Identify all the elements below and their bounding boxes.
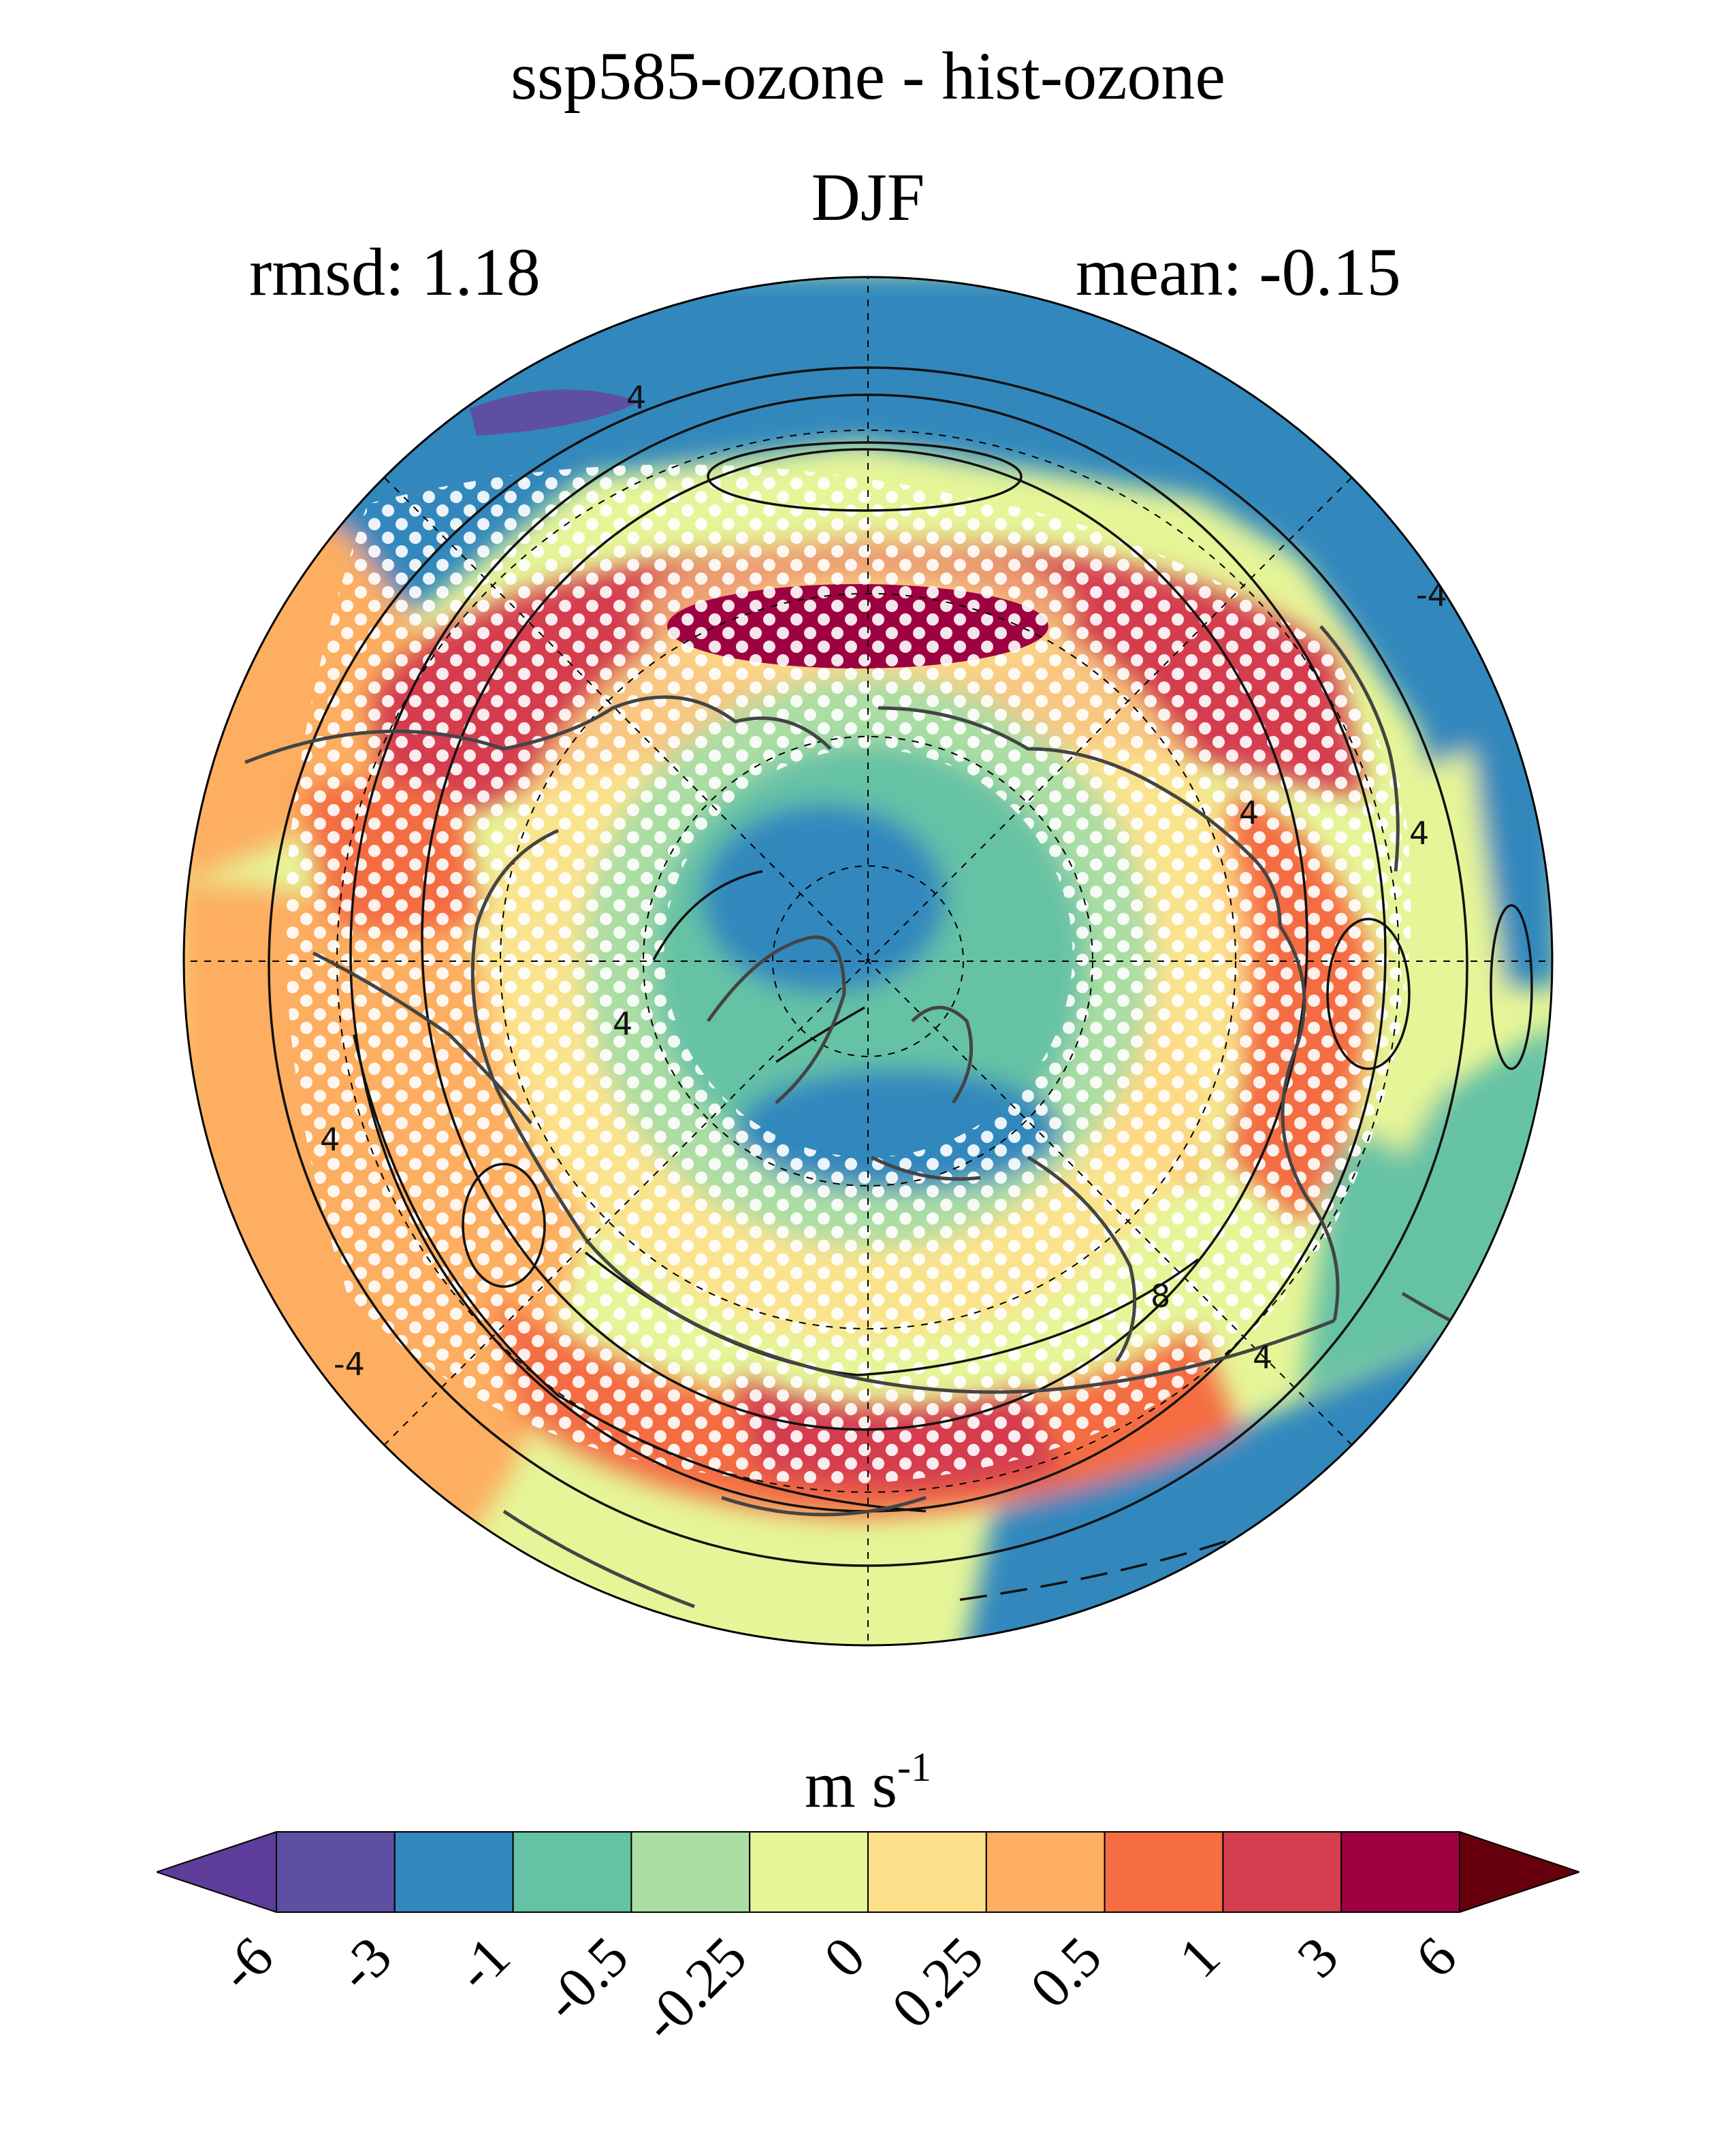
colorbar-segment xyxy=(985,1831,1106,1913)
colorbar-tick-label: 6 xyxy=(1404,1925,1468,1990)
contour-label: -4 xyxy=(1416,577,1447,613)
season-label: DJF xyxy=(811,159,925,235)
colorbar-tick-label: 3 xyxy=(1285,1925,1350,1990)
mean-stat: mean: -0.15 xyxy=(1076,234,1401,310)
colorbar-unit: m s-1 xyxy=(0,1747,1736,1818)
map-title: ssp585-ozone - hist-ozone xyxy=(511,38,1225,114)
contour-label: -4 xyxy=(334,1346,365,1383)
colorbar-segment xyxy=(1340,1831,1460,1913)
unit-base: m s xyxy=(804,1748,898,1821)
filled-wind-anomaly: 4 4 4 4 4 -4 8 4 -4 xyxy=(184,277,1552,1645)
colorbar-segment xyxy=(630,1831,751,1913)
colorbar-extend-low xyxy=(157,1831,277,1913)
contour-label: 4 xyxy=(320,1121,340,1158)
colorbar-tick-label: -0.5 xyxy=(532,1925,641,2034)
colorbar-segment xyxy=(512,1831,632,1913)
colorbar-tick-label: -3 xyxy=(325,1925,404,2003)
graticule xyxy=(184,277,1552,1645)
colorbar-tick-label: -1 xyxy=(444,1925,522,2003)
colorbar-tick-label: 0.5 xyxy=(1018,1925,1114,2020)
colorbar-tick-label: -6 xyxy=(207,1925,285,2003)
contour-label: 4 xyxy=(1239,794,1259,831)
rmsd-stat: rmsd: 1.18 xyxy=(249,234,541,310)
colorbar-extend-high xyxy=(1459,1831,1579,1913)
colorbar-tick-label: -0.25 xyxy=(630,1925,758,2054)
colorbar-tick-label: 0 xyxy=(812,1925,877,1990)
contour-label: 8 xyxy=(1151,1278,1170,1314)
colorbar-segment xyxy=(749,1831,869,1913)
colorbar-tick-label: 0.25 xyxy=(880,1925,996,2041)
map-boundary xyxy=(182,276,1554,1647)
polar-stereographic-map: 4 4 4 4 4 -4 8 4 -4 xyxy=(182,276,1554,1647)
contour-label-group: 4 4 4 4 4 -4 8 4 -4 xyxy=(320,379,1447,1383)
contour-label: 4 xyxy=(613,1005,632,1042)
colorbar xyxy=(157,1831,1579,1913)
colorbar-segment xyxy=(393,1831,514,1913)
contour-label: 4 xyxy=(1253,1339,1272,1376)
colorbar-segment xyxy=(1222,1831,1343,1913)
colorbar-tick-label: 1 xyxy=(1167,1925,1232,1990)
unit-exponent: -1 xyxy=(897,1745,931,1790)
min-anomaly-region xyxy=(470,389,640,436)
contour-label: 4 xyxy=(1409,815,1429,852)
contour-label: 4 xyxy=(626,379,646,416)
colorbar-segment xyxy=(867,1831,987,1913)
colorbar-segment xyxy=(1104,1831,1224,1913)
colorbar-ticks: -6 -3 -1 -0.5-0.25 0 0.25 0.5 1 3 6 xyxy=(207,1925,1468,2054)
colorbar-segment xyxy=(276,1831,396,1913)
